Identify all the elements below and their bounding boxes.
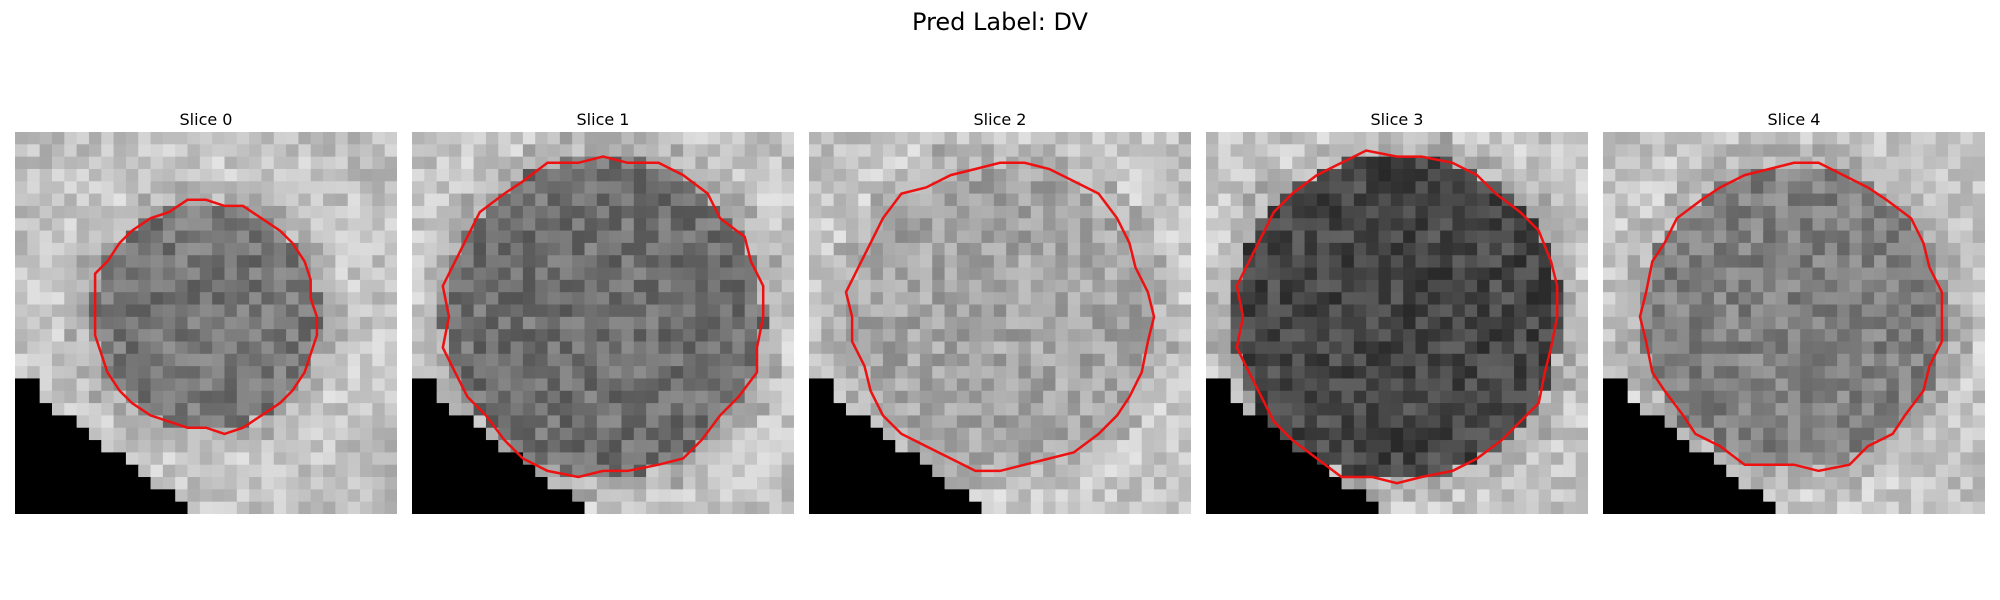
slice-image	[1603, 132, 1985, 514]
prediction-contour	[441, 155, 765, 479]
prediction-contour	[844, 161, 1156, 473]
panel-slice-3: Slice 3	[1206, 108, 1588, 514]
panel-title: Slice 0	[179, 110, 233, 129]
panel-slice-4: Slice 4	[1603, 108, 1985, 514]
slice-image	[15, 132, 397, 514]
prediction-contour	[1235, 149, 1559, 485]
prediction-contour	[1638, 161, 1944, 473]
pixel-grid	[1603, 132, 1985, 514]
slice-image	[1206, 132, 1588, 514]
panel-slice-0: Slice 0	[15, 108, 397, 514]
figure-title: Pred Label: DV	[912, 8, 1088, 36]
panel-title: Slice 1	[576, 110, 630, 129]
slice-image	[809, 132, 1191, 514]
prediction-contour	[93, 198, 319, 436]
pixel-grid	[1206, 132, 1588, 514]
panel-title: Slice 4	[1767, 110, 1821, 129]
slice-image	[412, 132, 794, 514]
panel-slice-2: Slice 2	[809, 108, 1191, 514]
panel-title: Slice 3	[1370, 110, 1424, 129]
panel-title: Slice 2	[973, 110, 1027, 129]
pixel-grid	[809, 132, 1191, 514]
panel-slice-1: Slice 1	[412, 108, 794, 514]
pixel-grid	[15, 132, 397, 514]
pixel-grid	[412, 132, 794, 514]
